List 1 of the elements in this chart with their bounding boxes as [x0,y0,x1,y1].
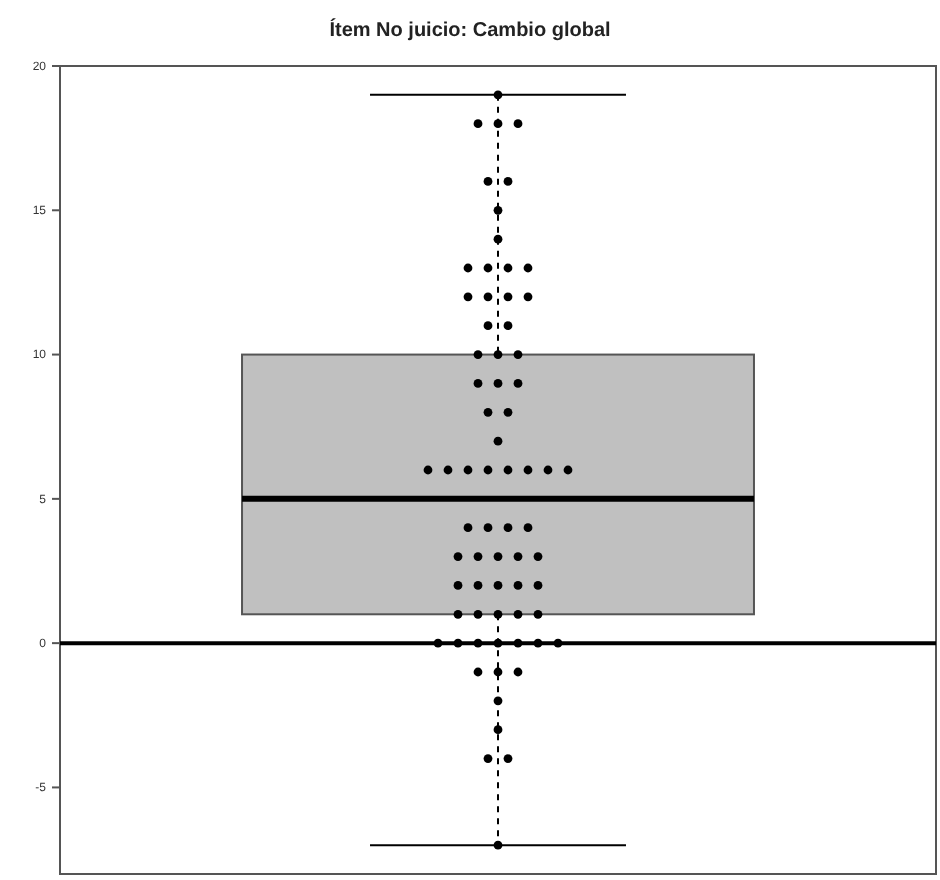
chart-title: Ítem No juicio: Cambio global [329,18,611,42]
